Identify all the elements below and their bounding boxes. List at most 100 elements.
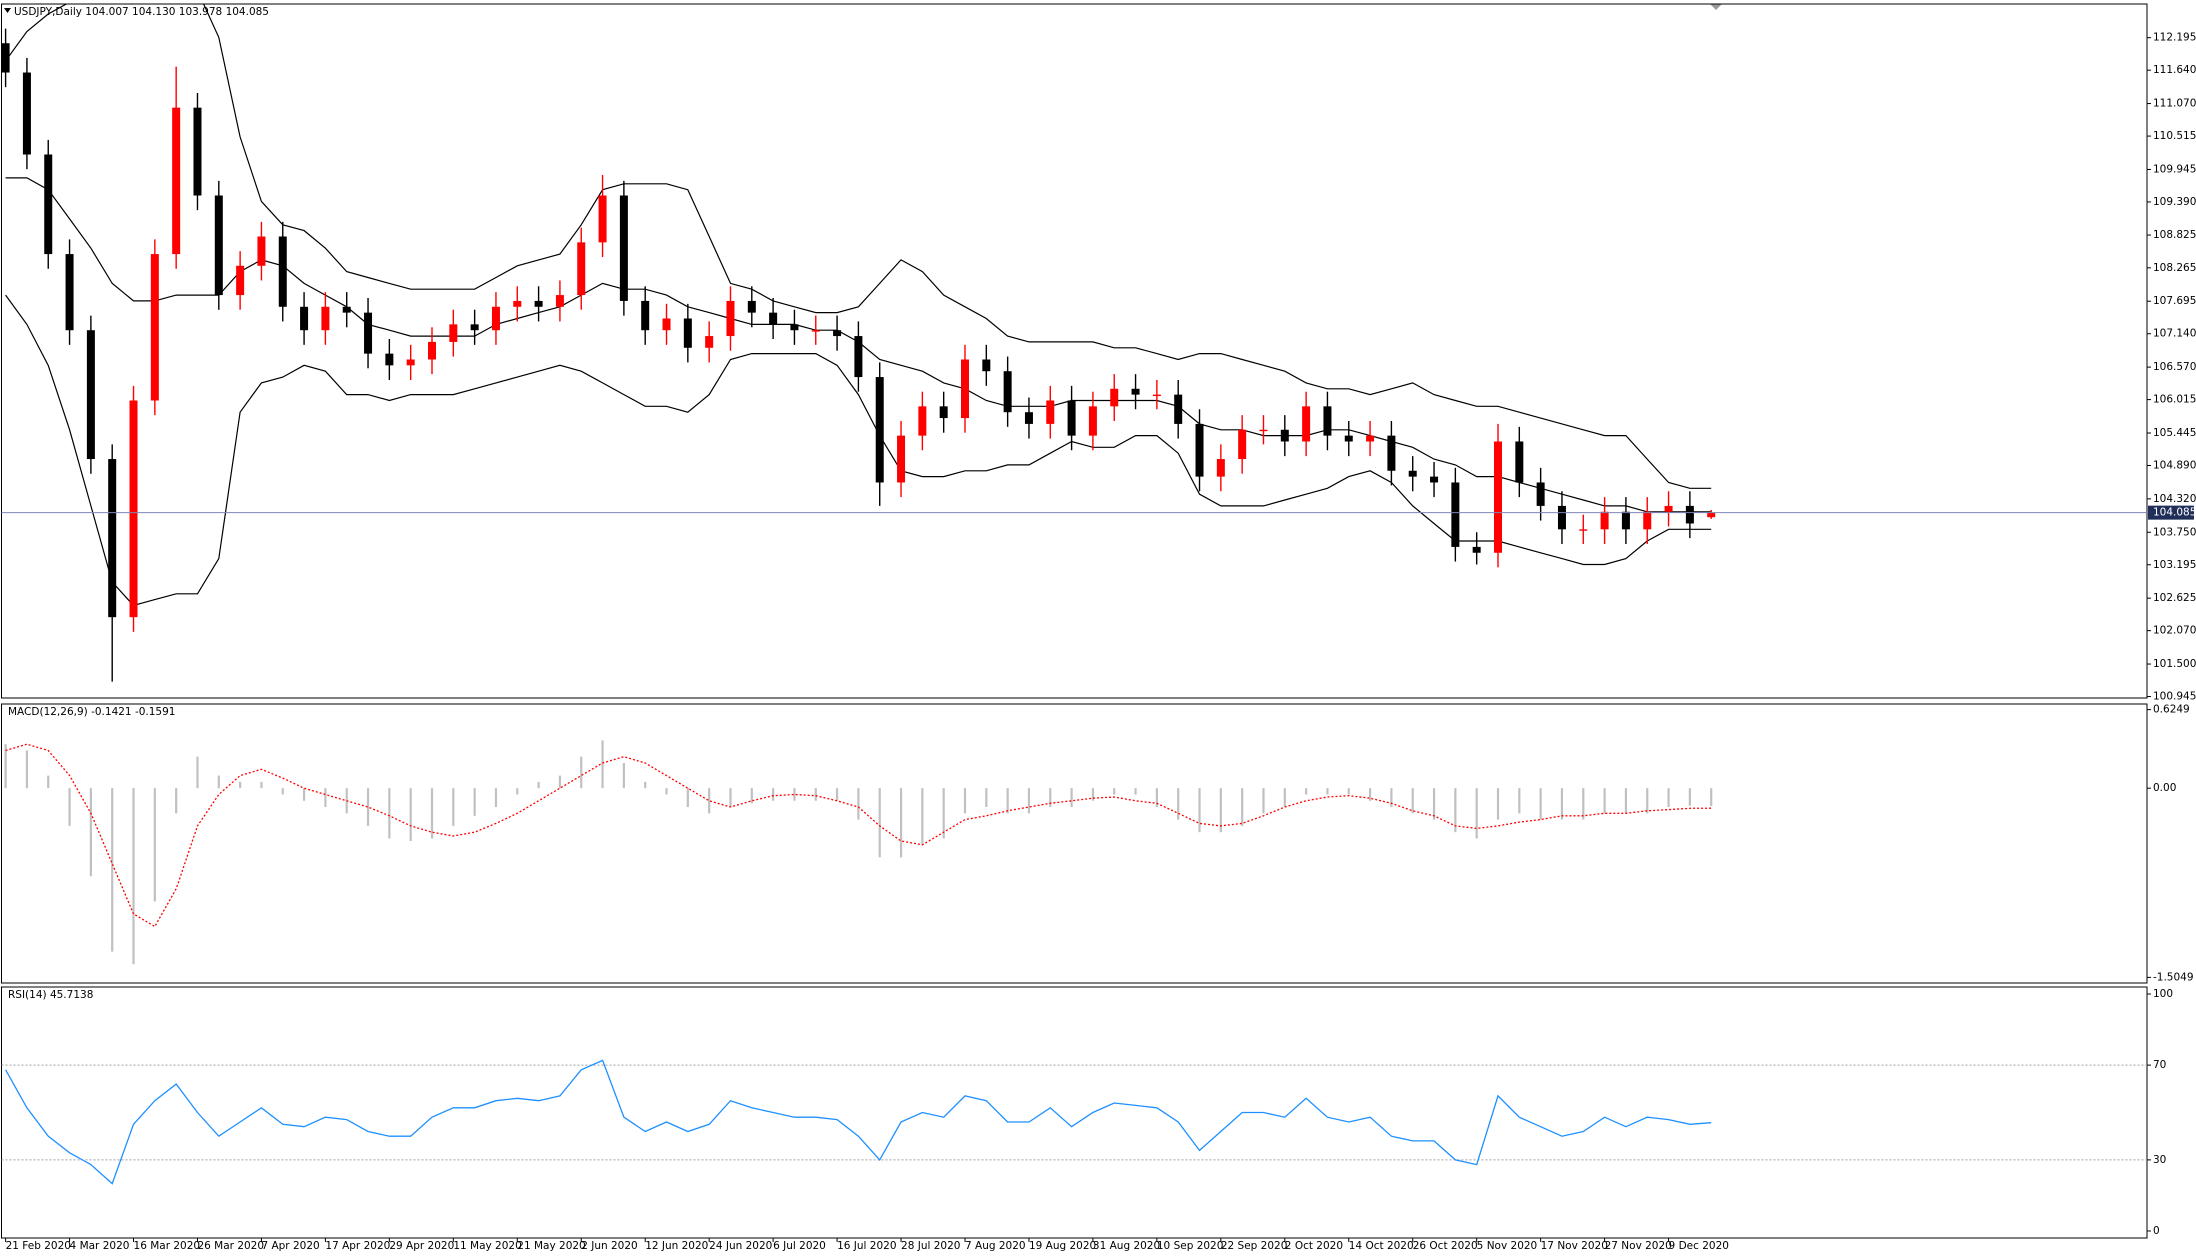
y-tick-label: 101.500 [2153, 658, 2196, 670]
x-tick-label: 27 Nov 2020 [1605, 1240, 1672, 1252]
candle-body [961, 359, 969, 419]
x-tick-label: 19 Aug 2020 [1029, 1240, 1096, 1252]
candle-body [1472, 546, 1481, 553]
candle-body [1621, 511, 1630, 530]
panel-frame [1, 986, 2148, 1239]
x-tick-label: 16 Jul 2020 [837, 1240, 896, 1252]
panel-title: RSI(14) 45.7138 [8, 989, 93, 1001]
y-tick-label: 70 [2153, 1059, 2166, 1071]
panel-title: USDJPY,Daily 104.007 104.130 103.978 104… [14, 6, 269, 18]
candle-body [662, 318, 671, 331]
plot-area [1, 1059, 2147, 1185]
candle-body [44, 154, 53, 255]
y-tick-label: 111.640 [2153, 64, 2196, 76]
y-tick-label: 108.825 [2153, 229, 2196, 241]
x-tick-label: 2 Jun 2020 [581, 1240, 637, 1252]
y-tick-label: 0 [2153, 1225, 2160, 1237]
candle-body [385, 353, 394, 366]
x-tick-label: 9 Dec 2020 [1669, 1240, 1729, 1252]
candle-body [577, 242, 586, 296]
candle-body [1259, 429, 1268, 432]
y-tick-label: 104.320 [2153, 493, 2196, 505]
candle-body [513, 300, 522, 307]
candle-body [1557, 505, 1566, 530]
y-tick-label: 103.195 [2153, 559, 2196, 571]
candle-body [470, 324, 479, 331]
y-tick-label: 111.070 [2153, 98, 2196, 110]
x-tick-label: 31 Aug 2020 [1093, 1240, 1160, 1252]
y-tick-label: 103.750 [2153, 526, 2196, 538]
x-tick-label: 17 Apr 2020 [325, 1240, 390, 1252]
candle-body [1579, 529, 1588, 531]
x-tick-label: 7 Aug 2020 [965, 1240, 1026, 1252]
y-tick-label: 109.945 [2153, 163, 2196, 175]
candle-body [534, 300, 543, 307]
candle-body [86, 330, 95, 460]
candle-body [1216, 459, 1225, 477]
candle-body [833, 330, 842, 337]
y-tick-label: 106.015 [2153, 394, 2196, 406]
y-tick-label: 30 [2153, 1154, 2166, 1166]
candle-body [1600, 511, 1609, 530]
candle-body [854, 336, 863, 378]
y-tick-label: 112.195 [2153, 32, 2196, 44]
candle-body [22, 72, 31, 155]
candle-body [1088, 406, 1097, 436]
shift-marker[interactable] [1710, 4, 1722, 10]
candle-body [683, 318, 692, 348]
background [0, 0, 2148, 1241]
x-tick-label: 11 May 2020 [453, 1240, 521, 1252]
candle-body [449, 324, 458, 342]
candle-body [918, 406, 927, 436]
candle-body [555, 295, 564, 307]
candle-body [406, 359, 415, 366]
x-tick-label: 4 Mar 2020 [70, 1240, 130, 1252]
candle-body [428, 341, 436, 360]
candle-body [598, 195, 607, 243]
x-tick-label: 24 Jun 2020 [709, 1240, 772, 1252]
plot-area [4, 740, 1713, 965]
y-tick-label: 0.00 [2153, 782, 2176, 794]
bollinger-upper [5, 4, 1712, 489]
candle-body [1, 43, 10, 73]
x-tick-label: 14 Oct 2020 [1349, 1240, 1414, 1252]
y-tick-label: 102.070 [2153, 625, 2196, 637]
candle-body [1408, 470, 1417, 477]
candle-body [1152, 394, 1161, 397]
panel-frame [1, 3, 2148, 699]
candle-body [491, 306, 500, 331]
y-tick-label: 0.6249 [2153, 704, 2190, 716]
y-tick-label: -1.5049 [2153, 971, 2194, 983]
bollinger-lower [5, 294, 1712, 607]
menu-arrow[interactable] [4, 8, 11, 13]
candle-body [1323, 406, 1332, 436]
candle-body [1110, 388, 1119, 407]
candle-body [342, 306, 351, 313]
candle-body [1664, 505, 1673, 512]
candle-body [1430, 476, 1439, 483]
y-tick-label: 100.945 [2153, 691, 2196, 703]
candle-body [897, 435, 906, 483]
candle-body [1302, 406, 1311, 442]
candle-body [705, 336, 714, 348]
candle-body [321, 306, 330, 331]
x-tick-label: 16 Mar 2020 [134, 1240, 201, 1252]
y-tick-label: 105.445 [2153, 427, 2196, 439]
candle-body [1451, 482, 1460, 547]
x-tick-label: 10 Sep 2020 [1157, 1240, 1224, 1252]
candle-body [1067, 400, 1076, 436]
candle-body [1536, 482, 1545, 506]
candle-body [364, 312, 373, 354]
candle-body [1344, 435, 1353, 442]
y-tick-label: 104.890 [2153, 459, 2196, 471]
candle-body [726, 300, 735, 337]
x-tick-label: 26 Oct 2020 [1413, 1240, 1478, 1252]
candle-body [1494, 441, 1502, 553]
candle-body [257, 236, 266, 266]
candle-body [982, 359, 991, 372]
plot-area [1, 4, 1716, 682]
candle-body [1003, 371, 1012, 413]
x-tick-label: 7 Apr 2020 [261, 1240, 319, 1252]
candle-body [619, 195, 628, 301]
